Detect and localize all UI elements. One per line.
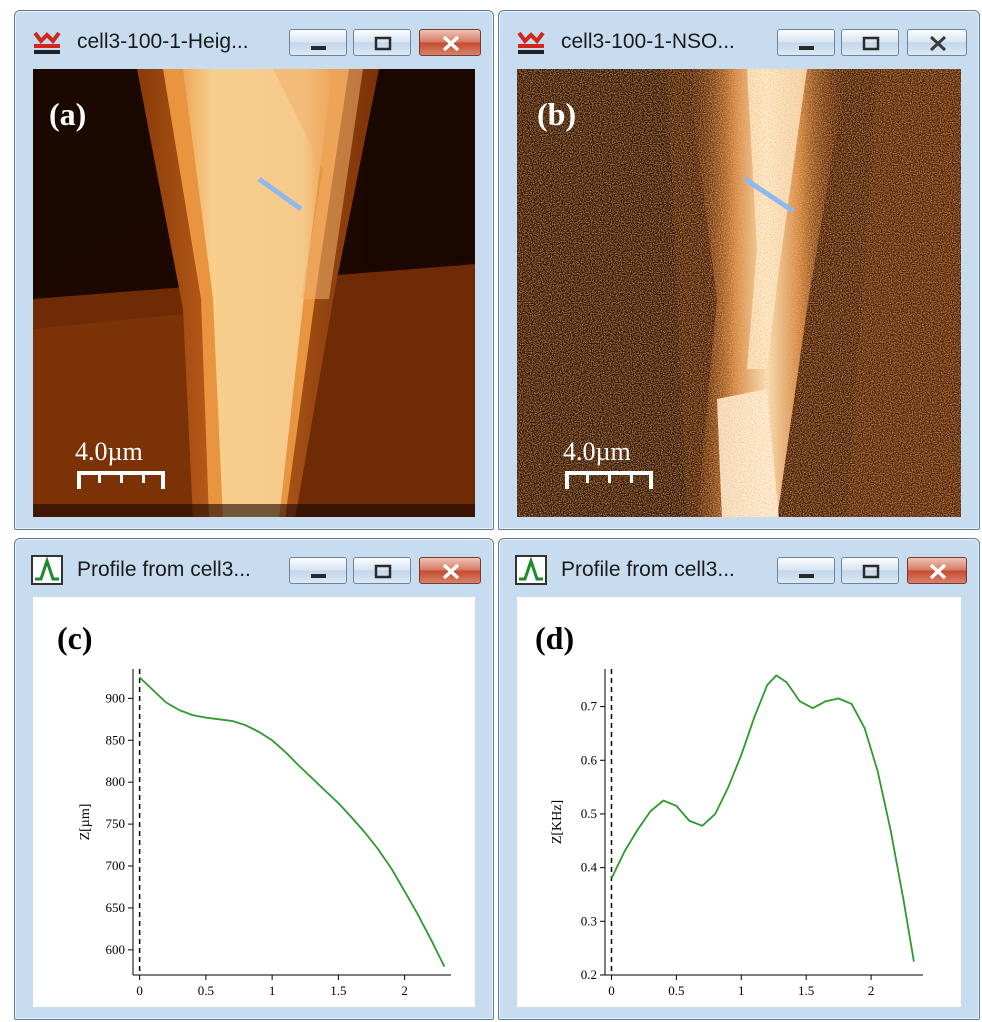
profile-series-line [138,676,446,968]
title-bar[interactable]: Profile from cell3... [505,543,973,597]
x-tick-label: 1.5 [798,983,814,998]
y-tick-label: 800 [106,774,126,789]
restore-button[interactable] [353,557,411,584]
restore-icon [862,36,880,51]
afm-image-icon [33,31,61,54]
y-tick-label: 700 [106,858,126,873]
profile-chart-area[interactable]: 0.20.30.40.50.60.700.511.52X[µm]Z[KHz] (… [517,597,961,1007]
profile-peak-icon [515,555,547,585]
scale-bar-label: 4.0µm [75,437,143,466]
y-tick-label: 0.4 [581,860,598,875]
profile-chart-nsom: 0.20.30.40.50.60.700.511.52X[µm]Z[KHz] [550,669,923,998]
window-title: cell3-100-1-Heig... [77,30,249,53]
y-tick-label: 0.7 [581,699,598,714]
scale-bar [77,471,165,489]
minimize-icon [799,574,814,578]
profile-chart-area[interactable]: 60065070075080085090000.511.52X[µm]Z[µm]… [33,597,475,1007]
minimize-icon [311,46,326,50]
title-bar[interactable]: cell3-100-1-Heig... [21,15,487,69]
window-nsom-image[interactable]: cell3-100-1-NSO... [498,10,980,530]
scale-bar [565,471,653,489]
profile-peak-icon [31,555,63,585]
profile-selection-line[interactable] [257,176,303,212]
height-image-view[interactable]: (a) 4.0µm [33,69,475,517]
window-title: Profile from cell3... [77,558,251,581]
minimize-icon [799,46,814,50]
restore-icon [374,564,392,579]
y-tick-label: 900 [106,690,126,705]
x-tick-label: 0 [136,983,143,998]
y-tick-label: 750 [106,816,126,831]
x-tick-label: 2 [401,983,408,998]
title-bar[interactable]: Profile from cell3... [21,543,487,597]
window-profile-height[interactable]: Profile from cell3... 600 650 700 750 800 850… [14,538,494,1020]
profile-selection-line[interactable] [743,176,795,214]
restore-button[interactable] [841,557,899,584]
profile-series-line [610,674,915,962]
restore-button[interactable] [841,29,899,56]
close-button[interactable] [907,557,967,584]
afm-image-icon [517,31,545,54]
panel-label-a: (a) [49,96,87,132]
y-tick-label: 650 [106,900,126,915]
close-icon [442,563,460,580]
x-tick-label: 1 [738,983,745,998]
window-profile-nsom[interactable]: Profile from cell3... 0.2 0.3 0.4 0.5 0.6 0.7… [498,538,980,1020]
x-tick-label: 0.5 [198,983,214,998]
close-button[interactable] [907,29,967,56]
x-tick-label: 0.5 [668,983,684,998]
x-tick-label: 1.5 [330,983,346,998]
restore-button[interactable] [353,29,411,56]
window-height-image[interactable]: cell3-100-1-Heig... [14,10,494,530]
y-tick-label: 0.3 [581,913,597,928]
close-button[interactable] [419,557,481,584]
x-tick-label: 0 [608,983,615,998]
minimize-button[interactable] [289,29,347,56]
x-tick-label: 1 [269,983,276,998]
nsom-image-view[interactable]: (b) 4.0µm [517,69,961,517]
minimize-icon [311,574,326,578]
minimize-button[interactable] [777,29,835,56]
title-bar[interactable]: cell3-100-1-NSO... [505,15,973,69]
y-tick-label: 0.2 [581,967,597,982]
y-axis-title: Z[µm] [78,804,93,841]
y-tick-label: 0.5 [581,806,597,821]
minimize-button[interactable] [289,557,347,584]
y-tick-label: 850 [106,732,126,747]
panel-label-c: (c) [57,620,93,656]
window-title: cell3-100-1-NSO... [561,30,735,53]
minimize-button[interactable] [777,557,835,584]
scale-bar-label: 4.0µm [563,437,631,466]
close-button[interactable] [419,29,481,56]
restore-icon [374,36,392,51]
y-tick-label: 600 [106,942,126,957]
height-image [33,69,475,517]
y-tick-label: 0.6 [581,752,598,767]
x-tick-label: 2 [868,983,875,998]
close-icon [929,35,947,52]
restore-icon [862,564,880,579]
close-icon [929,563,947,580]
close-icon [442,35,460,52]
window-title: Profile from cell3... [561,558,735,581]
y-axis-title: Z[KHz] [550,800,565,844]
panel-label-d: (d) [535,620,575,656]
nsom-image [517,69,961,517]
panel-label-b: (b) [537,96,577,132]
